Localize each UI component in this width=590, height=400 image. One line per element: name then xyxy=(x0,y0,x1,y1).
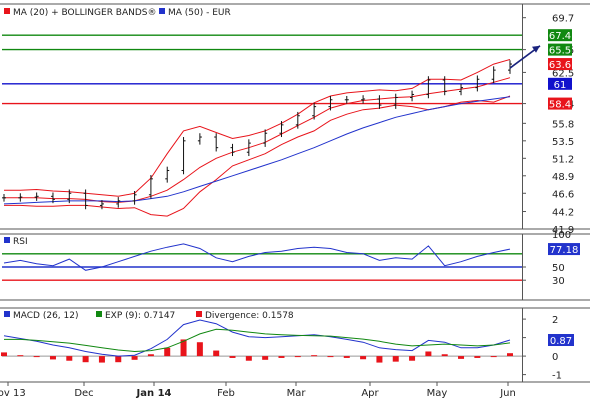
y-tick-label: 100 xyxy=(552,230,571,241)
y-tick-label: 48.9 xyxy=(552,172,574,183)
trend-arrow-head xyxy=(532,45,540,53)
divergence-bar xyxy=(213,350,220,357)
legend-divergence: Divergence: 0.1578 xyxy=(205,311,294,321)
legend-swatch-exp xyxy=(96,311,102,317)
x-tick-label: Jun xyxy=(499,388,516,399)
level-label-box xyxy=(548,97,572,110)
series-line-exp-9- xyxy=(4,328,511,353)
legend-ma20-bollinger: MA (20) + BOLLINGER BANDS® xyxy=(13,8,157,18)
divergence-bar xyxy=(115,356,122,363)
level-label-box xyxy=(548,58,572,71)
y-tick-label: 50 xyxy=(552,263,565,274)
x-tick-label: Nov 13 xyxy=(0,388,26,399)
divergence-bar xyxy=(164,347,171,357)
divergence-bar xyxy=(196,342,203,357)
divergence-bar xyxy=(360,356,367,360)
level-label: 63.6 xyxy=(549,60,571,71)
divergence-bar xyxy=(343,356,350,358)
level-label-box xyxy=(548,334,574,347)
legend-ma50: MA (50) - EUR xyxy=(168,8,231,18)
series-line-ma-50- xyxy=(3,96,511,205)
level-label: 65.5 xyxy=(549,46,571,57)
divergence-bar xyxy=(66,356,73,361)
legend-swatch-rsi xyxy=(4,237,10,243)
legend-macd: MACD (26, 12) xyxy=(13,311,79,321)
level-label: 77.18 xyxy=(550,245,579,256)
divergence-bar xyxy=(33,356,40,358)
divergence-bar xyxy=(441,354,448,357)
divergence-bar xyxy=(294,356,301,358)
y-tick-label: 30 xyxy=(552,276,565,287)
divergence-bar xyxy=(409,356,416,361)
divergence-bar xyxy=(474,356,481,358)
divergence-bar xyxy=(262,356,269,360)
y-tick-label: 69.7 xyxy=(552,14,574,25)
divergence-bar xyxy=(131,356,138,360)
divergence-bar xyxy=(376,356,383,363)
x-tick-label: Feb xyxy=(217,388,235,399)
series-line-rsi xyxy=(3,243,511,271)
divergence-bar xyxy=(147,354,154,357)
level-label: 0.87 xyxy=(550,336,572,347)
y-tick-label: 41.9 xyxy=(552,225,574,236)
y-tick-label: 44.2 xyxy=(552,208,574,219)
x-tick-label: Apr xyxy=(361,388,379,399)
divergence-bar xyxy=(458,356,465,359)
level-label: 61 xyxy=(554,80,567,91)
divergence-bar xyxy=(490,356,497,358)
y-tick-label: -1 xyxy=(552,371,562,382)
divergence-bar xyxy=(311,355,318,357)
y-tick-label: 51.2 xyxy=(552,154,574,165)
divergence-bar xyxy=(229,356,236,358)
y-tick-label: 53.5 xyxy=(552,137,574,148)
divergence-bar xyxy=(1,352,7,357)
divergence-bar xyxy=(82,356,89,363)
series-line-ma-20- xyxy=(4,77,511,203)
x-tick-label: Dec xyxy=(74,388,93,399)
level-label: 67.4 xyxy=(549,31,571,42)
divergence-bar xyxy=(425,351,432,357)
legend-swatch-ma20 xyxy=(4,8,10,14)
y-tick-label: 2 xyxy=(552,315,558,326)
x-tick-label: May xyxy=(427,388,448,399)
divergence-bar xyxy=(507,353,513,357)
y-tick-label: 0 xyxy=(552,352,558,363)
divergence-bar xyxy=(17,355,24,357)
divergence-bar xyxy=(327,356,334,358)
y-tick-label: 62.5 xyxy=(552,68,574,79)
level-label-box xyxy=(548,29,572,42)
series-line-upper-band xyxy=(4,59,511,197)
y-tick-label: 46.6 xyxy=(552,189,574,200)
level-label-box xyxy=(548,43,572,56)
x-tick-label: Jan 14 xyxy=(136,388,172,399)
y-tick-label: 55.8 xyxy=(552,119,574,130)
legend-rsi: RSI xyxy=(13,237,28,247)
x-tick-label: Mar xyxy=(287,388,307,399)
divergence-bar xyxy=(392,356,399,362)
level-label: 58.4 xyxy=(549,100,571,111)
divergence-bar xyxy=(245,356,252,361)
legend-swatch-divergence xyxy=(196,311,202,317)
level-label-box xyxy=(548,77,572,90)
divergence-bar xyxy=(98,356,105,363)
divergence-bar xyxy=(49,356,56,360)
series-line-macd xyxy=(3,319,511,357)
series-line-lower-band xyxy=(4,95,511,217)
divergence-bar xyxy=(180,339,187,357)
legend-swatch-macd xyxy=(4,311,10,317)
legend-exp: EXP (9): 0.7147 xyxy=(105,311,175,321)
divergence-bar xyxy=(278,356,285,358)
legend-swatch-ma50 xyxy=(159,8,165,14)
level-label-box xyxy=(548,243,580,256)
